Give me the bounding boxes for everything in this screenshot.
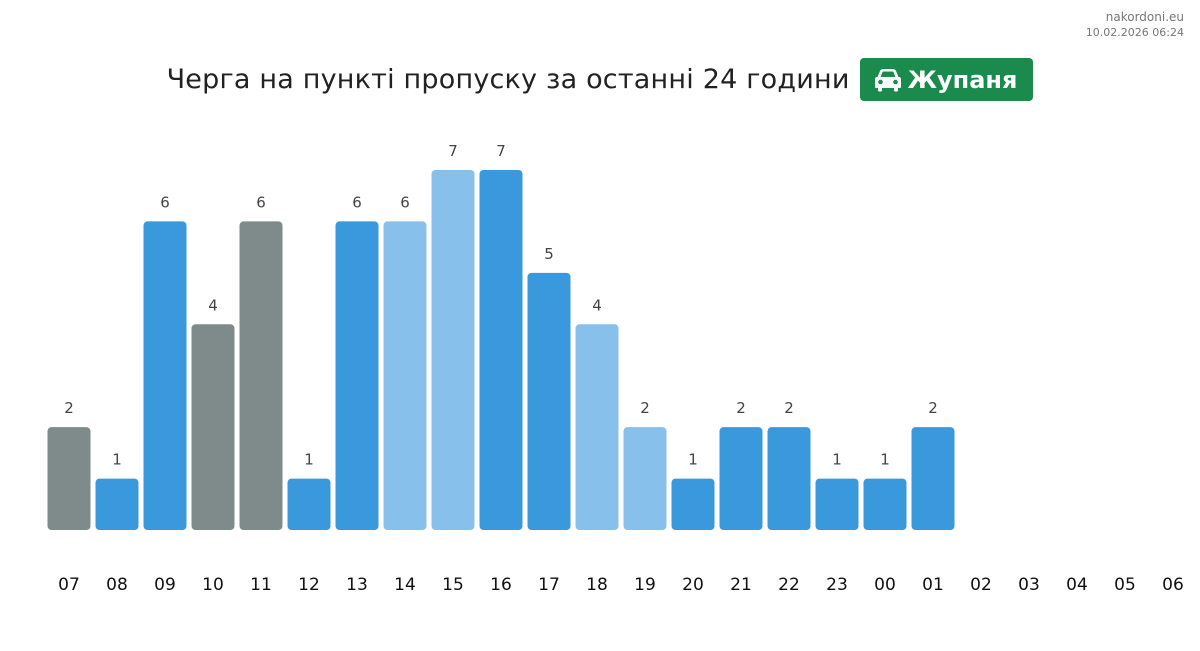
x-tick-label: 14 — [394, 575, 416, 595]
x-tick-label: 09 — [154, 575, 176, 595]
bar-value-label: 1 — [880, 451, 890, 469]
chart-header: Черга на пункті пропуску за останні 24 г… — [0, 58, 1200, 101]
bar[interactable] — [383, 221, 427, 530]
bar-value-label: 1 — [304, 451, 314, 469]
bar[interactable] — [911, 427, 955, 530]
x-tick-label: 20 — [682, 575, 704, 595]
bar-value-label: 7 — [448, 142, 458, 160]
bar-value-label: 6 — [400, 193, 410, 211]
bar-value-label: 6 — [160, 193, 170, 211]
bar[interactable] — [191, 324, 235, 530]
bar[interactable] — [335, 221, 379, 530]
x-tick-label: 12 — [298, 575, 320, 595]
bar-value-label: 6 — [256, 193, 266, 211]
x-tick-label: 17 — [538, 575, 560, 595]
bar-value-label: 2 — [928, 399, 938, 417]
car-icon — [874, 68, 901, 91]
bar-value-label: 4 — [208, 296, 218, 314]
checkpoint-name: Жупаня — [907, 65, 1018, 94]
bar-value-label: 2 — [640, 399, 650, 417]
bar[interactable] — [719, 427, 763, 530]
bar[interactable] — [527, 272, 571, 530]
bar-value-label: 7 — [496, 142, 506, 160]
source-site: nakordoni.eu — [1105, 10, 1184, 24]
bar-value-label: 2 — [736, 399, 746, 417]
bar-value-label: 1 — [688, 451, 698, 469]
bar[interactable] — [95, 478, 139, 530]
x-tick-label: 22 — [778, 575, 800, 595]
bar-value-label: 6 — [352, 193, 362, 211]
bar[interactable] — [239, 221, 283, 530]
bar[interactable] — [623, 427, 667, 530]
x-tick-label: 07 — [58, 575, 80, 595]
bar-value-label: 1 — [112, 451, 122, 469]
bar[interactable] — [47, 427, 91, 530]
bar[interactable] — [479, 170, 523, 530]
chart-title: Черга на пункті пропуску за останні 24 г… — [166, 64, 850, 95]
x-tick-label: 19 — [634, 575, 656, 595]
bar[interactable] — [815, 478, 859, 530]
x-tick-label: 03 — [1018, 575, 1040, 595]
bar[interactable] — [143, 221, 187, 530]
bar-value-label: 5 — [544, 245, 554, 263]
x-tick-label: 16 — [490, 575, 512, 595]
x-tick-label: 15 — [442, 575, 464, 595]
source-info: nakordoni.eu 10.02.2026 06:24 — [1086, 9, 1184, 40]
source-timestamp: 10.02.2026 06:24 — [1085, 26, 1184, 39]
x-tick-label: 04 — [1066, 575, 1088, 595]
x-tick-label: 23 — [826, 575, 848, 595]
x-tick-label: 10 — [202, 575, 224, 595]
x-tick-label: 06 — [1162, 575, 1184, 595]
x-tick-label: 18 — [586, 575, 608, 595]
x-tick-label: 02 — [970, 575, 992, 595]
bar[interactable] — [287, 478, 331, 530]
x-tick-label: 01 — [922, 575, 944, 595]
x-tick-label: 11 — [250, 575, 272, 595]
bar-value-label: 1 — [832, 451, 842, 469]
x-tick-label: 21 — [730, 575, 752, 595]
bar[interactable] — [575, 324, 619, 530]
checkpoint-badge: Жупаня — [859, 58, 1034, 101]
x-tick-label: 05 — [1114, 575, 1136, 595]
x-tick-label: 08 — [106, 575, 128, 595]
x-tick-label: 13 — [346, 575, 368, 595]
bar[interactable] — [863, 478, 907, 530]
bar-value-label: 2 — [64, 399, 74, 417]
bar[interactable] — [671, 478, 715, 530]
bar[interactable] — [767, 427, 811, 530]
bar[interactable] — [431, 170, 475, 530]
bar-value-label: 4 — [592, 296, 602, 314]
x-tick-label: 00 — [874, 575, 896, 595]
bar-value-label: 2 — [784, 399, 794, 417]
